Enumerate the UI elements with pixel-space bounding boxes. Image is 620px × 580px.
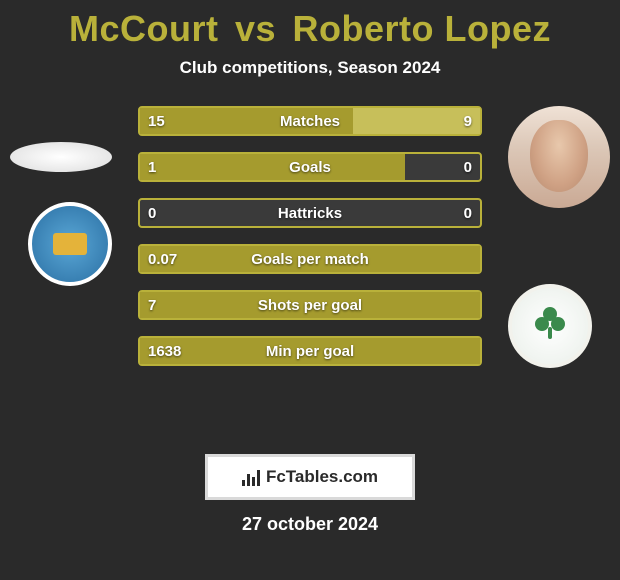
stat-row: Shots per goal7 [138, 290, 482, 320]
date-text: 27 october 2024 [0, 514, 620, 535]
page-title: McCourt vs Roberto Lopez [0, 0, 620, 50]
player1-avatar [10, 142, 112, 172]
stat-value-left: 0.07 [138, 244, 187, 274]
stat-value-right [462, 244, 482, 274]
stat-value-left: 0 [138, 198, 166, 228]
player1-club-badge [28, 202, 112, 286]
stat-row: Goals per match0.07 [138, 244, 482, 274]
stat-value-right: 0 [454, 198, 482, 228]
stat-value-left: 1 [138, 152, 166, 182]
stat-label: Goals [138, 152, 482, 182]
site-badge: FcTables.com [205, 454, 415, 500]
stat-value-left: 1638 [138, 336, 191, 366]
stat-label: Hattricks [138, 198, 482, 228]
stat-row: Min per goal1638 [138, 336, 482, 366]
title-player2: Roberto Lopez [293, 8, 551, 49]
stat-label: Goals per match [138, 244, 482, 274]
stat-value-right: 9 [454, 106, 482, 136]
stat-label: Shots per goal [138, 290, 482, 320]
stat-bars: Matches159Goals10Hattricks00Goals per ma… [138, 106, 482, 382]
stat-row: Hattricks0 0 [138, 198, 482, 228]
stat-value-left: 7 [138, 290, 166, 320]
shamrock-icon [533, 309, 567, 343]
fctables-logo-icon [242, 468, 260, 486]
title-vs: vs [235, 8, 276, 49]
stat-value-right: 0 [454, 152, 482, 182]
stat-row: Goals1 0 [138, 152, 482, 182]
stat-value-left: 15 [138, 106, 175, 136]
player2-club-badge [508, 284, 592, 368]
stat-label: Matches [138, 106, 482, 136]
ship-icon [53, 233, 87, 255]
subtitle: Club competitions, Season 2024 [0, 58, 620, 78]
stat-value-right [462, 336, 482, 366]
comparison-area: Matches159Goals10Hattricks00Goals per ma… [0, 106, 620, 446]
title-player1: McCourt [69, 8, 219, 49]
site-name: FcTables.com [266, 467, 378, 487]
stat-row: Matches15 9 [138, 106, 482, 136]
stat-value-right [462, 290, 482, 320]
player2-avatar [508, 106, 610, 208]
